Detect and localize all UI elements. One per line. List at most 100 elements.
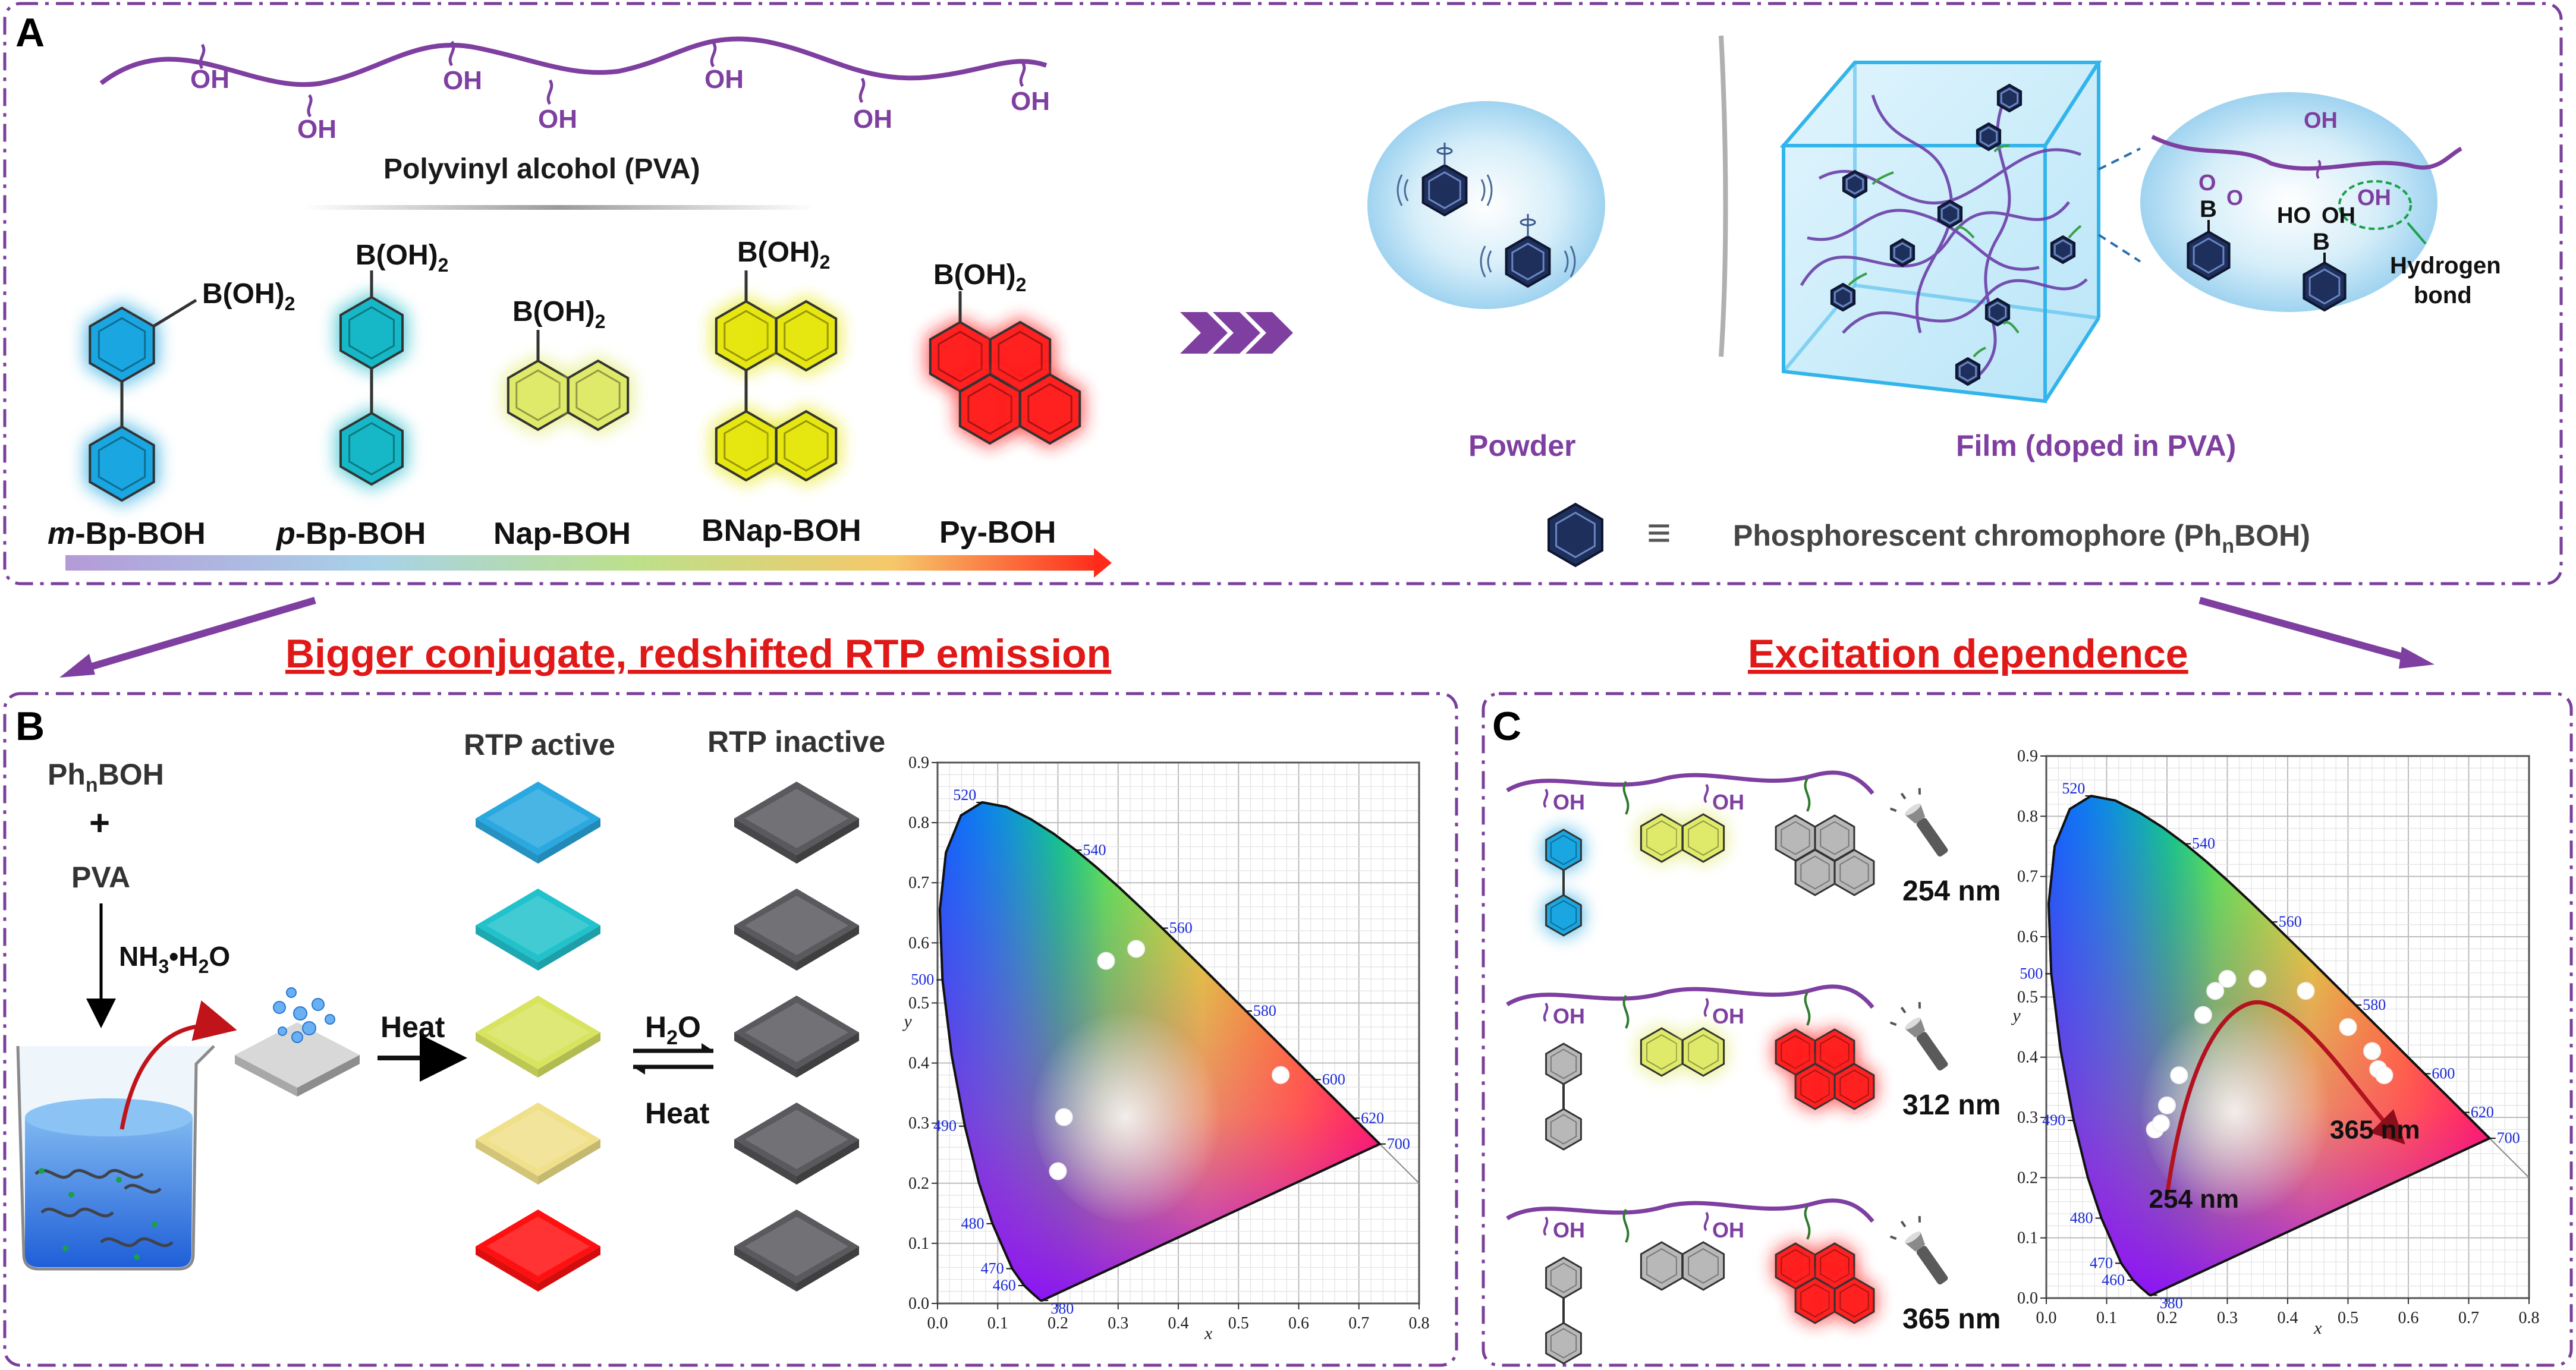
benzene-ring-icon (1681, 1241, 1725, 1291)
wavelength-label: 580 (1253, 1002, 1276, 1019)
excitation-row: OH OH 312 nm (1506, 984, 2001, 1151)
hb-o-top: O (2198, 171, 2216, 196)
wavelength-label: 470 (981, 1260, 1004, 1277)
panel-b: B PhnBOH + PVA NH3•H2O (3, 692, 1458, 1367)
benzene-ring-icon (564, 355, 633, 435)
panel-a-letter: A (15, 10, 45, 55)
pva-oh-label: OH (704, 65, 744, 94)
beaker-illustration (16, 1000, 237, 1271)
y-tick-label: 0.7 (2017, 868, 2038, 886)
panel-c-frame (1482, 692, 2573, 1367)
y-tick-label: 0.1 (908, 1234, 929, 1253)
pva-oh-label: OH (853, 105, 892, 134)
x-tick-label: 0.4 (2278, 1309, 2298, 1327)
benzene-ring-icon (1812, 1026, 1857, 1078)
y-tick-label: 0.6 (908, 934, 929, 952)
chromophore-label: Phosphorescent chromophore (PhnBOH) (1733, 519, 2310, 558)
flashlight-icon (1889, 788, 1948, 857)
water-label: H2O (645, 1010, 701, 1049)
x-tick-label: 0.2 (1048, 1314, 1068, 1333)
hb-oh-mid: OH (2357, 185, 2391, 210)
x-tick-label: 0.0 (2036, 1309, 2057, 1327)
rtp-inactive-label: RTP inactive (707, 725, 885, 758)
x-tick-label: 0.6 (1288, 1314, 1309, 1333)
hb-b-right: B (2313, 229, 2330, 255)
benzene-ring-icon (1889, 238, 1916, 267)
x-axis-label: x (1204, 1324, 1213, 1343)
y-tick-label: 0.2 (2017, 1169, 2038, 1187)
wavelength-label: 620 (2471, 1104, 2494, 1121)
rtp-inactive-film (734, 782, 859, 864)
data-point (2375, 1066, 2393, 1085)
rtp-inactive-film (734, 996, 859, 1078)
benzene-ring-icon (1773, 1240, 1818, 1292)
benzene-ring-icon (955, 369, 1024, 449)
hydrogen-bond-illustration: OH O B O OH HO OH B Hydrogen bond (2140, 92, 2501, 312)
hb-b-left: B (2200, 196, 2217, 222)
cie-chart-c: 0.0 0.1 0.2 0.3 0.4 0.5 0.6 0.7 0.8 0.0 0.1 0.2 0.3 0… (2011, 747, 2539, 1338)
pva-oh-label: OH (1011, 87, 1050, 116)
data-point (1127, 940, 1146, 958)
wavelength-label: 540 (2192, 835, 2215, 852)
pva-oh-label: OH (297, 115, 336, 144)
panel-a: A OH OH OH OH OH OH OH Polyvinyl alcohol… (3, 2, 2563, 585)
x-tick-label: 0.1 (2096, 1309, 2117, 1327)
molecule-label: p-Bp-BOH (275, 516, 426, 551)
reversible-arrows: H2O Heat (633, 1010, 713, 1130)
benzene-ring-icon (1842, 169, 1868, 199)
film-label: Film (doped in PVA) (1956, 429, 2236, 462)
data-point (2248, 969, 2267, 988)
data-point (1055, 1108, 1073, 1126)
chromophore-legend: ≡ Phosphorescent chromophore (PhnBOH) (1548, 502, 2310, 568)
y-tick-label: 0.3 (2017, 1108, 2038, 1127)
excitation-wavelength-label: 312 nm (1902, 1089, 2001, 1121)
benzene-ring-icon (1679, 1025, 1727, 1079)
x-tick-label: 0.0 (927, 1314, 948, 1333)
oh-label: OH (1712, 1218, 1744, 1242)
panel-b-letter: B (15, 704, 45, 749)
y-tick-label: 0.7 (908, 874, 929, 892)
wavelength-label: 520 (953, 786, 976, 804)
benzene-ring-icon (1792, 1274, 1838, 1327)
benzene-ring-icon (85, 302, 159, 388)
y-tick-label: 0.2 (908, 1174, 929, 1193)
benzene-ring-icon (1996, 83, 2023, 113)
excitation-trajectory-arrow (2165, 1000, 2405, 1196)
rtp-active-film (476, 889, 600, 971)
benzene-ring-icon (1545, 1256, 1582, 1299)
molecule-nap-boh: B(OH)2 Nap-BOH (493, 296, 633, 551)
benzene-ring-icon (1833, 849, 1875, 896)
wavelength-label: 380 (1050, 1300, 1074, 1317)
pva-label: Polyvinyl alcohol (PVA) (383, 153, 700, 185)
benzene-ring-icon (712, 406, 781, 486)
benzene-ring-icon (1773, 1026, 1818, 1078)
wavelength-label: 460 (993, 1277, 1016, 1294)
x-axis-label: x (2313, 1318, 2322, 1338)
benzene-ring-icon (772, 406, 841, 486)
pva-oh-label: OH (538, 105, 577, 134)
boh-group-label: B(OH)2 (202, 278, 295, 314)
rtp-inactive-film (734, 1210, 859, 1292)
benzene-ring-icon (1015, 369, 1084, 449)
boh-group-label: B(OH)2 (512, 296, 605, 332)
benzene-ring-icon (1545, 1108, 1582, 1151)
molecule-p-bp-boh: B(OH)2 p-Bp-BOH (275, 240, 448, 551)
rtp-inactive-film (734, 889, 859, 971)
trajectory-end-label: 365 nm (2330, 1115, 2420, 1144)
benzene-ring-icon (1775, 814, 1816, 862)
benzene-ring-icon (1792, 1060, 1838, 1113)
heat-label: Heat (380, 1010, 445, 1044)
x-tick-label: 0.8 (1409, 1314, 1430, 1333)
benzene-ring-icon (1543, 892, 1584, 939)
trajectory-start-label: 254 nm (2149, 1185, 2240, 1214)
wavelength-label: 470 (2090, 1254, 2113, 1271)
y-tick-label: 0.5 (908, 994, 929, 1012)
heading-conjugation: Bigger conjugate, redshifted RTP emissio… (285, 631, 1111, 676)
benzene-ring-icon (1937, 199, 1963, 229)
benzene-ring-icon (1638, 1025, 1685, 1079)
wavelength-label: 540 (1083, 841, 1106, 858)
molecule-py-boh: B(OH)2 Py-BOH (926, 259, 1084, 550)
benzene-ring-icon (1545, 1043, 1582, 1085)
pva-chain: OH OH OH OH OH OH OH (99, 36, 1050, 144)
pva-oh-label: OH (190, 65, 229, 94)
